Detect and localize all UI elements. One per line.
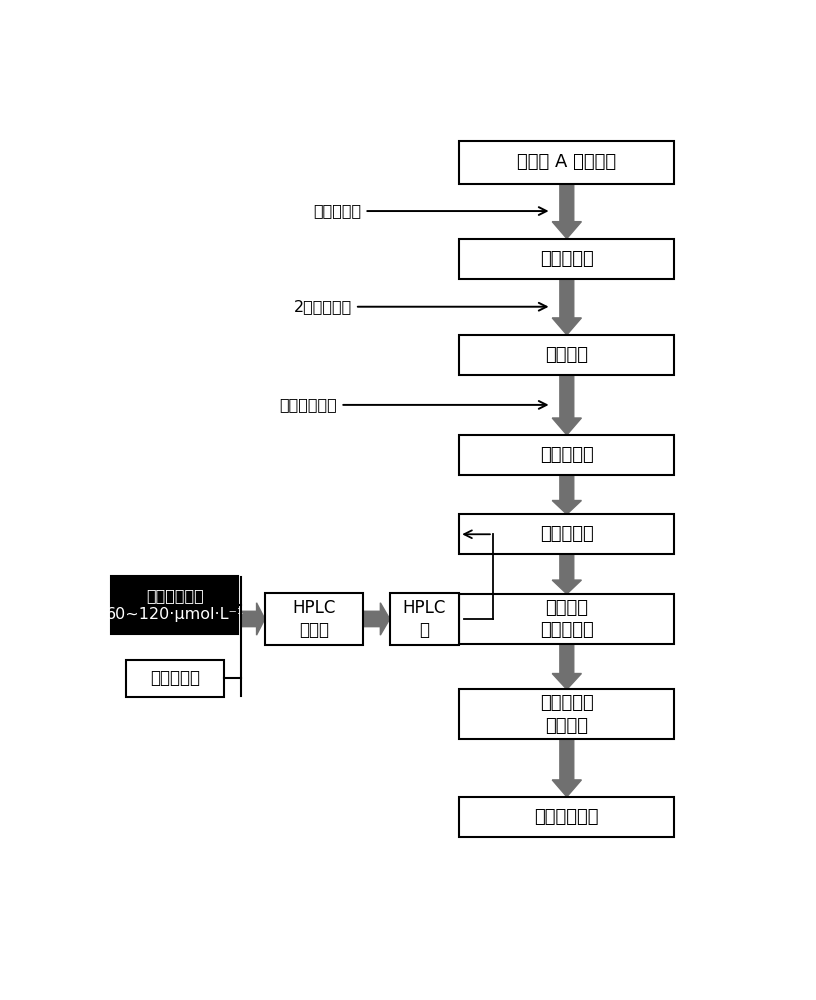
FancyArrow shape <box>363 603 390 635</box>
Text: 裂解红细胞: 裂解红细胞 <box>313 204 361 219</box>
FancyArrow shape <box>552 554 582 594</box>
FancyArrow shape <box>552 279 582 335</box>
FancyArrow shape <box>552 375 582 435</box>
Text: 色谱分离
（氰基柱）: 色谱分离 （氰基柱） <box>540 599 594 639</box>
Bar <box>126 660 224 697</box>
FancyArrow shape <box>242 603 265 635</box>
Text: 沉淠蛋白: 沉淠蛋白 <box>545 346 588 364</box>
Text: 色谱进样器: 色谱进样器 <box>540 525 594 543</box>
Bar <box>390 593 459 645</box>
Text: 乙酸鎔水溶液
60~120·μmol·L⁻¹: 乙酸鎔水溶液 60~120·μmol·L⁻¹ <box>105 588 244 622</box>
Bar <box>459 594 674 644</box>
Text: 乙腔或甲醇: 乙腔或甲醇 <box>149 669 200 687</box>
Bar <box>459 435 674 475</box>
Text: 电噴雾电离
（正源）: 电噴雾电离 （正源） <box>540 694 594 735</box>
Text: HPLC
泵: HPLC 泵 <box>403 599 446 639</box>
Bar <box>459 797 674 837</box>
Text: 环孢素 A 全血样品: 环孢素 A 全血样品 <box>517 153 616 171</box>
Bar <box>112 576 238 634</box>
FancyArrow shape <box>552 184 582 239</box>
Text: 2倍体积乙腈: 2倍体积乙腈 <box>294 299 352 314</box>
Text: 低温高速离心: 低温高速离心 <box>280 397 337 412</box>
Bar <box>459 514 674 554</box>
Bar <box>459 239 674 279</box>
Text: 提取上清液: 提取上清液 <box>540 446 594 464</box>
Text: 质谱定量分析: 质谱定量分析 <box>534 808 599 826</box>
Bar <box>459 141 674 184</box>
FancyArrow shape <box>552 475 582 514</box>
Bar <box>265 593 363 645</box>
Bar <box>459 689 674 739</box>
Text: HPLC
流动相: HPLC 流动相 <box>292 599 335 639</box>
FancyArrow shape <box>552 739 582 797</box>
Text: 全血裂解液: 全血裂解液 <box>540 250 594 268</box>
FancyArrow shape <box>552 644 582 689</box>
Bar <box>459 335 674 375</box>
